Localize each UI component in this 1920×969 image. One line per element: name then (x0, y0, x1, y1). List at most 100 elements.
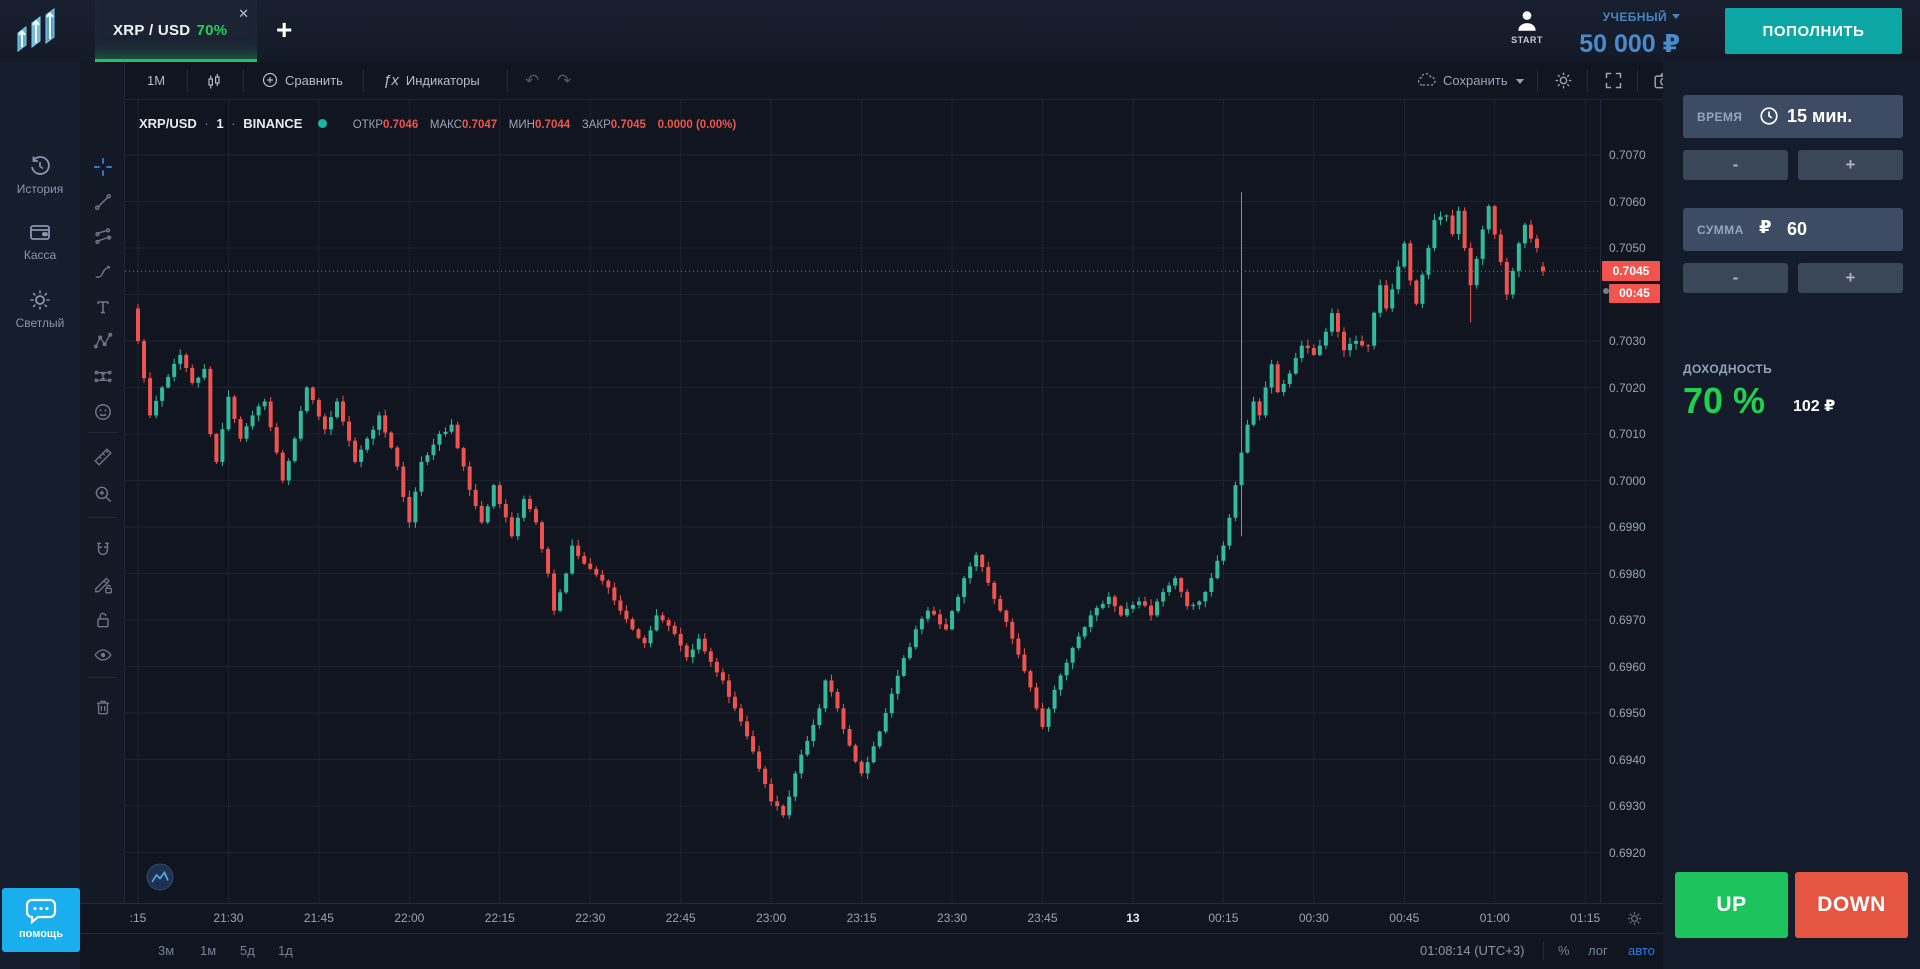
sidebar-item-cashier[interactable]: Касса (0, 220, 80, 262)
lock-all-tool[interactable] (93, 610, 113, 630)
compare-icon (262, 72, 278, 88)
tab-close-icon[interactable]: ✕ (238, 6, 249, 21)
time-axis[interactable]: :15 21:30 21:45 22:00 22:15 22:30 22:45 23:00 23… (80, 903, 1663, 933)
price-tick: 0.7030 (1609, 334, 1646, 348)
chart-canvas[interactable] (125, 100, 1600, 903)
chart-pane: XRP/USD · 1 · BINANCE ОТКР0.7046 МАКС0.7… (125, 100, 1600, 903)
time-plus-button[interactable]: + (1798, 150, 1903, 180)
price-tick: 0.7050 (1609, 241, 1646, 255)
price-tick: 0.6990 (1609, 520, 1646, 534)
auto-scale-button[interactable]: авто (1628, 943, 1655, 958)
compare-button[interactable]: Сравнить (261, 62, 343, 100)
time-tick: 23:00 (756, 911, 787, 925)
position-tool[interactable] (93, 367, 113, 387)
user-icon (1518, 11, 1536, 31)
amount-plus-button[interactable]: + (1798, 263, 1903, 293)
toolbar-divider (187, 70, 188, 92)
tab-xrp-usd[interactable]: ✕ XRP / USD 70% (95, 0, 257, 62)
deposit-button[interactable]: ПОПОЛНИТЬ (1725, 8, 1902, 54)
range-1m-button[interactable]: 1м (200, 943, 217, 958)
sidebar-item-history[interactable]: История (0, 154, 80, 196)
drawing-mode-lock-tool[interactable] (93, 575, 113, 595)
ruler-tool[interactable] (93, 447, 113, 467)
ruble-icon: ₽ (1759, 217, 1772, 237)
history-icon (31, 156, 50, 175)
amount-minus-button[interactable]: - (1683, 263, 1788, 293)
clock-icon (1760, 107, 1778, 125)
emoji-tool[interactable] (93, 402, 113, 422)
app-logo-icon (17, 8, 55, 52)
zoom-in-tool[interactable] (93, 484, 113, 504)
legend-symbol[interactable]: XRP/USD (139, 116, 197, 131)
tools-divider (88, 677, 117, 678)
fibonacci-tool[interactable] (93, 227, 113, 247)
chart-style-button[interactable] (205, 62, 229, 100)
chart-toolbar: 1M Сравнить ƒx Индикаторы ↶ ↷ Сохранить (125, 62, 1674, 100)
brush-tool[interactable] (93, 262, 113, 282)
time-tick: 01:15 (1570, 911, 1601, 925)
time-tick: 01:00 (1479, 911, 1510, 925)
redo-button[interactable]: ↷ (557, 71, 572, 90)
fx-icon: ƒx (383, 72, 399, 89)
price-tick: 0.6980 (1609, 566, 1646, 581)
close-value: 0.7045 (610, 119, 646, 131)
amount-field-label: СУММА (1697, 223, 1744, 237)
crosshair-tool[interactable] (93, 157, 113, 177)
range-1d-button[interactable]: 1д (278, 943, 293, 958)
current-price-tag: 0.7045 (1602, 261, 1660, 282)
clock-utc[interactable]: 01:08:14 (UTC+3) (1420, 943, 1525, 958)
sidebar-item-label: Светлый (15, 316, 65, 330)
undo-button[interactable]: ↶ (525, 71, 540, 90)
light-theme-icon (30, 290, 50, 310)
time-tick: 00:30 (1298, 911, 1329, 925)
change-value: 0.0000 (0.00%) (657, 119, 737, 131)
price-tick: 0.6920 (1609, 845, 1646, 860)
down-button[interactable]: DOWN (1795, 872, 1908, 938)
time-minus-button[interactable]: - (1683, 150, 1788, 180)
range-5d-button[interactable]: 5д (240, 943, 255, 958)
toolbar-divider (1637, 70, 1638, 92)
hide-all-tool[interactable] (93, 645, 113, 665)
time-tick: 22:45 (665, 911, 696, 925)
time-tick: 23:30 (937, 911, 968, 925)
amount-field-value: 60 (1787, 219, 1808, 239)
payout-amount: 102 ₽ (1793, 398, 1836, 415)
sidebar-item-theme[interactable]: Светлый (0, 288, 80, 330)
amount-field[interactable]: СУММА ₽ 60 (1683, 208, 1903, 251)
cloud-icon (1418, 73, 1436, 86)
tab-label: XRP / USD 70% (113, 22, 228, 39)
interval-button[interactable]: 1M (147, 73, 166, 88)
high-label: МАКС (429, 119, 462, 131)
percent-scale-button[interactable]: % (1558, 943, 1570, 958)
time-tick: 00:15 (1208, 911, 1239, 925)
range-3m-button[interactable]: 3м (158, 943, 175, 958)
time-axis-settings-icon[interactable] (1625, 909, 1644, 928)
text-tool[interactable] (93, 297, 113, 317)
chevron-down-icon (1516, 79, 1525, 85)
xabcd-pattern-tool[interactable] (93, 332, 113, 352)
time-field-value: 15 мин. (1787, 106, 1853, 126)
indicators-button[interactable]: ƒx Индикаторы (383, 72, 480, 89)
magnet-tool[interactable] (93, 540, 113, 560)
trend-line-tool[interactable] (93, 192, 113, 212)
log-scale-button[interactable]: лог (1588, 943, 1608, 958)
tools-divider (88, 517, 117, 518)
legend-separator: · (204, 116, 209, 131)
save-layout-button[interactable]: Сохранить (1417, 62, 1525, 100)
add-tab-button[interactable]: + (276, 14, 293, 45)
time-field[interactable]: ВРЕМЯ 15 мин. (1683, 95, 1903, 138)
time-tick: 23:45 (1027, 911, 1058, 925)
price-tick: 0.6950 (1609, 706, 1646, 720)
chart-settings-button[interactable] (1553, 70, 1574, 92)
remove-all-tool[interactable] (93, 697, 113, 717)
fullscreen-button[interactable] (1603, 70, 1624, 92)
account-type: УЧЕБНЫЙ (1602, 10, 1667, 24)
price-axis[interactable]: 0.7070 0.7060 0.7050 0.7030 0.7020 0.7010 0.70… (1600, 100, 1663, 903)
tools-divider (88, 432, 117, 433)
toolbar-divider (507, 70, 508, 92)
account-switcher[interactable]: УЧЕБНЫЙ 50 000 ₽ (1540, 8, 1680, 59)
help-button[interactable]: помощь (2, 888, 80, 952)
start-tour-button[interactable]: START (1504, 8, 1550, 45)
up-button[interactable]: UP (1675, 872, 1788, 938)
